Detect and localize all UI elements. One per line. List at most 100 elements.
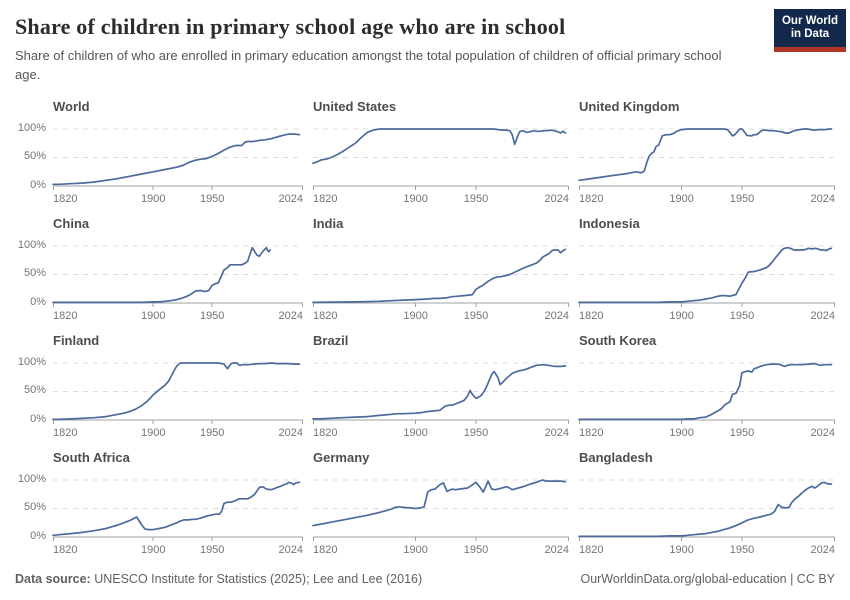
- owid-logo[interactable]: Our World in Data: [774, 9, 846, 52]
- x-tick-label: 1900: [669, 309, 694, 322]
- chart-plot-area: India 1820 1900 1950 2024: [312, 215, 569, 324]
- line-chart: [578, 245, 835, 307]
- x-tick-label: 1820: [53, 309, 78, 322]
- chart-cell-united-states[interactable]: United States 1820 1900 1950 2024: [312, 99, 569, 207]
- line-chart: [52, 245, 303, 307]
- chart-cell-indonesia[interactable]: Indonesia 1820 1900 1950 2024: [578, 215, 835, 324]
- x-tick-label: 2024: [810, 543, 835, 556]
- line-chart: [52, 128, 303, 190]
- y-axis-labels: 0% 50% 100%: [15, 99, 53, 207]
- x-tick-label: 2024: [544, 192, 569, 205]
- x-tick-label: 1900: [403, 543, 428, 556]
- x-tick-label: 2024: [544, 426, 569, 439]
- x-tick-label: 2024: [810, 192, 835, 205]
- chart-plot-area: Indonesia 1820 1900 1950 2024: [578, 215, 835, 324]
- x-tick-label: 1820: [53, 426, 78, 439]
- y-tick-label: 100%: [17, 355, 46, 368]
- y-tick-label: 50%: [23, 150, 46, 163]
- x-axis-labels: 1820 1900 1950 2024: [53, 309, 303, 324]
- header: Share of children in primary school age …: [0, 0, 850, 85]
- chart-title: South Africa: [53, 449, 130, 465]
- x-tick-label: 1900: [669, 426, 694, 439]
- x-axis-labels: 1820 1900 1950 2024: [579, 192, 835, 207]
- chart-title: United Kingdom: [579, 98, 680, 114]
- x-tick-label: 1900: [403, 309, 428, 322]
- chart-cell-finland[interactable]: 0% 50% 100% Finland 1820 1900 1950 2024: [15, 333, 303, 441]
- x-tick-label: 1820: [579, 192, 604, 205]
- y-tick-label: 100%: [17, 121, 46, 134]
- chart-cell-south-korea[interactable]: South Korea 1820 1900 1950 2024: [578, 333, 835, 441]
- page-subtitle: Share of children of who are enrolled in…: [15, 48, 722, 82]
- x-axis-labels: 1820 1900 1950 2024: [579, 543, 835, 558]
- y-tick-label: 50%: [23, 267, 46, 280]
- x-axis-labels: 1820 1900 1950 2024: [313, 543, 569, 558]
- x-tick-label: 1820: [313, 543, 338, 556]
- chart-plot-area: United Kingdom 1820 1900 1950 2024: [578, 98, 835, 207]
- chart-title: Finland: [53, 332, 100, 348]
- data-source-label: Data source:: [15, 572, 91, 586]
- y-tick-label: 0%: [30, 529, 46, 542]
- chart-cell-world[interactable]: 0% 50% 100% World 1820 1900 1950 2024: [15, 99, 303, 207]
- chart-plot-area: Finland 1820 1900 1950 2024: [52, 332, 303, 441]
- footer: Data source: UNESCO Institute for Statis…: [15, 572, 835, 586]
- chart-cell-china[interactable]: 0% 50% 100% China 1820 1900 1950 2024: [15, 216, 303, 324]
- x-tick-label: 2024: [544, 309, 569, 322]
- chart-cell-united-kingdom[interactable]: United Kingdom 1820 1900 1950 2024: [578, 98, 835, 207]
- line-chart: [52, 361, 303, 424]
- data-source: Data source: UNESCO Institute for Statis…: [15, 572, 422, 586]
- x-tick-label: 1950: [463, 192, 489, 205]
- x-tick-label: 1900: [140, 426, 166, 439]
- x-tick-label: 1820: [579, 543, 604, 556]
- chart-cell-brazil[interactable]: Brazil 1820 1900 1950 2024: [312, 333, 569, 441]
- chart-plot-area: China 1820 1900 1950 2024: [52, 215, 303, 324]
- x-tick-label: 1820: [313, 426, 338, 439]
- x-tick-label: 2024: [810, 309, 835, 322]
- x-tick-label: 1820: [53, 192, 78, 205]
- x-tick-label: 1950: [729, 543, 755, 556]
- x-axis-labels: 1820 1900 1950 2024: [313, 426, 569, 441]
- line-chart: [52, 479, 303, 541]
- x-tick-label: 2024: [544, 543, 569, 556]
- x-tick-label: 1900: [403, 426, 428, 439]
- x-tick-label: 1950: [463, 309, 489, 322]
- chart-title: Indonesia: [579, 215, 640, 231]
- footer-link[interactable]: OurWorldinData.org/global-education | CC…: [580, 572, 835, 586]
- x-tick-label: 1950: [729, 426, 755, 439]
- chart-title: Germany: [313, 449, 370, 465]
- x-tick-label: 1950: [463, 426, 489, 439]
- x-tick-label: 2024: [278, 543, 303, 556]
- chart-cell-south-africa[interactable]: 0% 50% 100% South Africa 1820 1900 1950 2024: [15, 450, 303, 558]
- chart-cell-bangladesh[interactable]: Bangladesh 1820 1900 1950 2024: [578, 450, 835, 558]
- x-axis-labels: 1820 1900 1950 2024: [579, 426, 835, 441]
- x-tick-label: 1820: [579, 309, 604, 322]
- line-chart: [578, 127, 835, 190]
- x-axis-labels: 1820 1900 1950 2024: [579, 309, 835, 324]
- chart-plot-area: Germany 1820 1900 1950 2024: [312, 449, 569, 558]
- y-axis-labels: 0% 50% 100%: [15, 216, 53, 324]
- chart-plot-area: South Korea 1820 1900 1950 2024: [578, 333, 835, 441]
- x-axis-labels: 1820 1900 1950 2024: [53, 543, 303, 558]
- chart-plot-area: World 1820 1900 1950 2024: [52, 98, 303, 207]
- chart-cell-germany[interactable]: Germany 1820 1900 1950 2024: [312, 449, 569, 558]
- data-source-text: UNESCO Institute for Statistics (2025); …: [90, 572, 423, 586]
- y-tick-label: 50%: [23, 384, 46, 397]
- x-tick-label: 1900: [140, 192, 166, 205]
- x-tick-label: 1950: [199, 426, 225, 439]
- chart-title: India: [313, 215, 344, 231]
- x-tick-label: 1950: [729, 192, 755, 205]
- chart-title: China: [53, 215, 90, 231]
- x-tick-label: 1820: [579, 426, 604, 439]
- chart-title: World: [53, 98, 90, 114]
- x-tick-label: 1950: [463, 543, 489, 556]
- y-tick-label: 50%: [23, 501, 46, 514]
- x-tick-label: 2024: [810, 426, 835, 439]
- x-axis-labels: 1820 1900 1950 2024: [53, 192, 303, 207]
- line-chart: [312, 127, 569, 190]
- x-axis-labels: 1820 1900 1950 2024: [53, 426, 303, 441]
- chart-plot-area: United States 1820 1900 1950 2024: [312, 99, 569, 207]
- chart-cell-india[interactable]: India 1820 1900 1950 2024: [312, 215, 569, 324]
- chart-plot-area: South Africa 1820 1900 1950 2024: [52, 449, 303, 558]
- x-tick-label: 1820: [53, 543, 78, 556]
- x-tick-label: 1950: [729, 309, 755, 322]
- x-tick-label: 2024: [278, 192, 303, 205]
